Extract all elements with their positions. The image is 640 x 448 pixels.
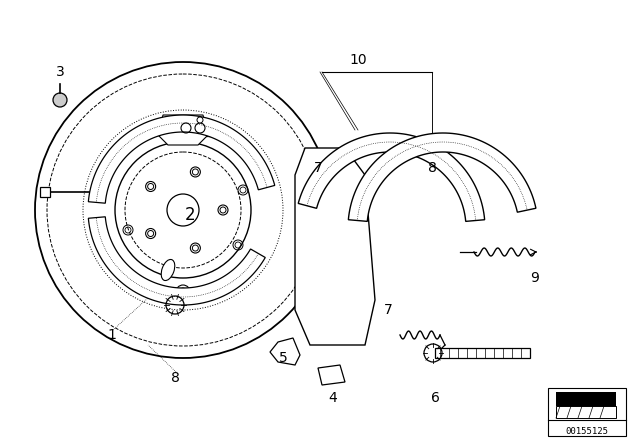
Bar — [556, 406, 616, 418]
Polygon shape — [348, 133, 536, 221]
Text: 9: 9 — [531, 271, 540, 285]
Circle shape — [53, 93, 67, 107]
Polygon shape — [88, 115, 275, 203]
Ellipse shape — [161, 259, 175, 280]
Bar — [435, 348, 530, 358]
Text: 2: 2 — [185, 206, 195, 224]
Text: 10: 10 — [349, 53, 367, 67]
Polygon shape — [88, 217, 265, 305]
Polygon shape — [158, 115, 208, 145]
Text: 3: 3 — [56, 65, 65, 79]
Polygon shape — [295, 148, 375, 345]
Text: 6: 6 — [431, 391, 440, 405]
Text: 5: 5 — [278, 351, 287, 365]
Bar — [40, 187, 50, 197]
Text: 00155125: 00155125 — [566, 426, 609, 435]
Text: 1: 1 — [108, 328, 116, 342]
Text: 8: 8 — [428, 161, 436, 175]
Text: 4: 4 — [328, 391, 337, 405]
Circle shape — [167, 194, 199, 226]
Polygon shape — [318, 365, 345, 385]
Bar — [175, 120, 211, 136]
Bar — [548, 388, 626, 436]
Polygon shape — [270, 338, 300, 365]
Text: 7: 7 — [314, 161, 323, 175]
Text: 7: 7 — [383, 303, 392, 317]
Polygon shape — [298, 133, 484, 221]
Text: 8: 8 — [171, 371, 179, 385]
Polygon shape — [556, 392, 616, 406]
Circle shape — [197, 117, 203, 123]
